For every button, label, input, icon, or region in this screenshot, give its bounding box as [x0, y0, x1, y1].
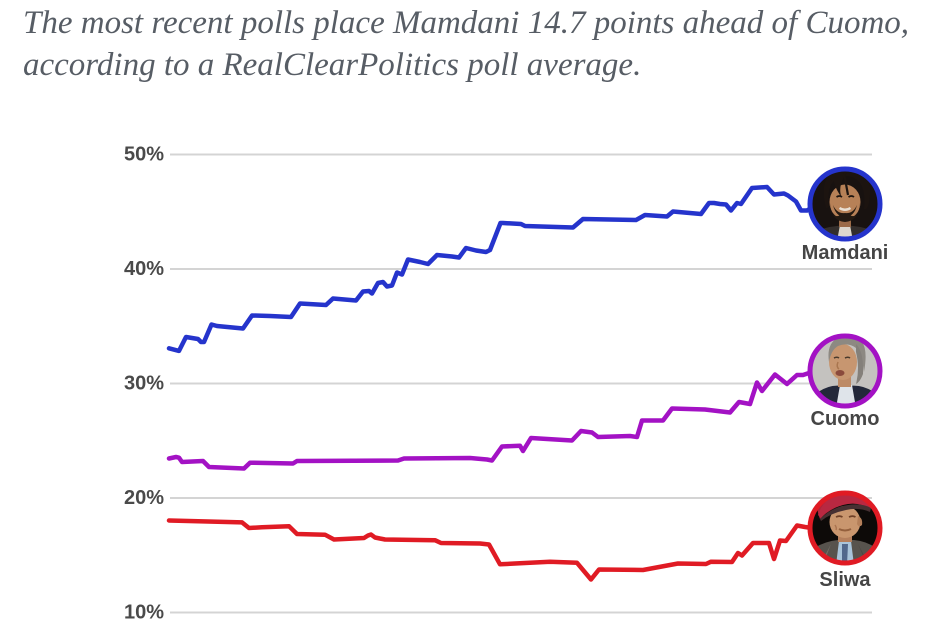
svg-text:30%: 30% [124, 373, 164, 395]
svg-text:40%: 40% [124, 258, 164, 280]
svg-text:10%: 10% [124, 602, 164, 624]
svg-text:Sliwa: Sliwa [819, 569, 871, 591]
svg-text:50%: 50% [124, 144, 164, 166]
svg-text:Cuomo: Cuomo [811, 408, 880, 430]
svg-text:Mamdani: Mamdani [802, 242, 889, 264]
svg-text:20%: 20% [124, 487, 164, 509]
